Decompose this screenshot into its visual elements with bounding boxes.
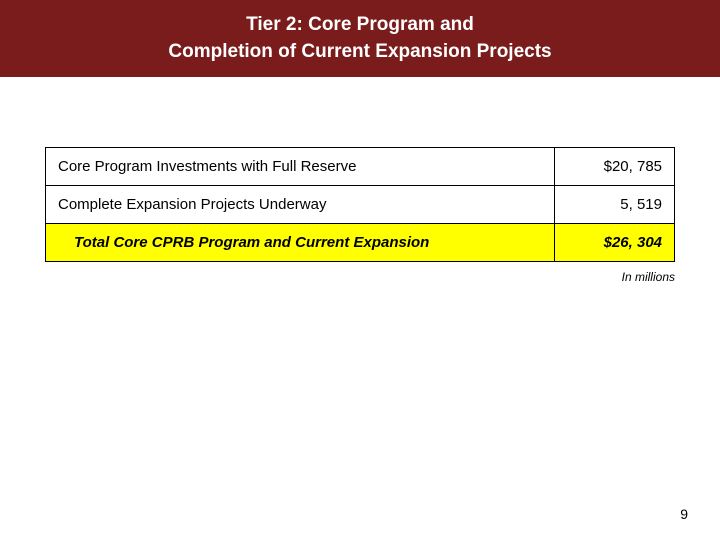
total-value: $26, 304 <box>555 224 675 262</box>
financial-table-container: Core Program Investments with Full Reser… <box>45 147 675 262</box>
row-value: 5, 519 <box>555 186 675 224</box>
title-line-2: Completion of Current Expansion Projects <box>20 39 700 66</box>
total-label: Total Core CPRB Program and Current Expa… <box>46 224 555 262</box>
title-line-1: Tier 2: Core Program and <box>20 12 700 39</box>
financial-table: Core Program Investments with Full Reser… <box>45 147 675 262</box>
page-number: 9 <box>680 506 688 522</box>
row-value: $20, 785 <box>555 148 675 186</box>
table-row: Complete Expansion Projects Underway 5, … <box>46 186 675 224</box>
units-footnote: In millions <box>0 270 675 284</box>
row-label: Complete Expansion Projects Underway <box>46 186 555 224</box>
row-label: Core Program Investments with Full Reser… <box>46 148 555 186</box>
slide-title-banner: Tier 2: Core Program and Completion of C… <box>0 0 720 77</box>
table-row: Core Program Investments with Full Reser… <box>46 148 675 186</box>
table-total-row: Total Core CPRB Program and Current Expa… <box>46 224 675 262</box>
